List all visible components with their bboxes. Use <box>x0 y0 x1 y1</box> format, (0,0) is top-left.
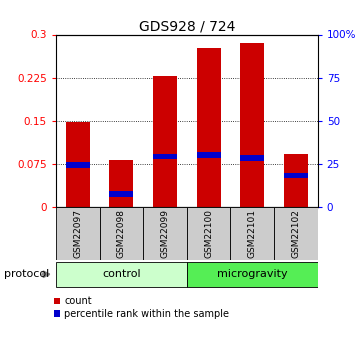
Text: GSM22101: GSM22101 <box>248 209 257 258</box>
Text: protocol: protocol <box>4 269 49 279</box>
Bar <box>143 207 187 260</box>
Text: GSM22098: GSM22098 <box>117 209 126 258</box>
Bar <box>66 162 90 168</box>
Bar <box>66 122 90 207</box>
Bar <box>284 154 308 207</box>
Bar <box>197 48 221 207</box>
Bar <box>109 160 133 207</box>
Text: GSM22100: GSM22100 <box>204 209 213 258</box>
Text: microgravity: microgravity <box>217 269 288 279</box>
Bar <box>274 207 318 260</box>
Text: GSM22097: GSM22097 <box>73 209 82 258</box>
Bar <box>153 76 177 207</box>
Text: GSM22102: GSM22102 <box>291 209 300 258</box>
Bar <box>197 152 221 158</box>
Bar <box>56 207 100 260</box>
Bar <box>153 154 177 159</box>
Bar <box>240 155 264 161</box>
Text: GSM22099: GSM22099 <box>161 209 170 258</box>
Bar <box>100 207 143 260</box>
Bar <box>187 262 318 287</box>
Bar <box>109 191 133 197</box>
Bar <box>230 207 274 260</box>
Bar <box>284 172 308 178</box>
Bar <box>240 43 264 207</box>
Title: GDS928 / 724: GDS928 / 724 <box>139 19 235 33</box>
Bar <box>187 207 230 260</box>
Text: control: control <box>102 269 141 279</box>
Bar <box>56 262 187 287</box>
Legend: count, percentile rank within the sample: count, percentile rank within the sample <box>53 296 229 319</box>
